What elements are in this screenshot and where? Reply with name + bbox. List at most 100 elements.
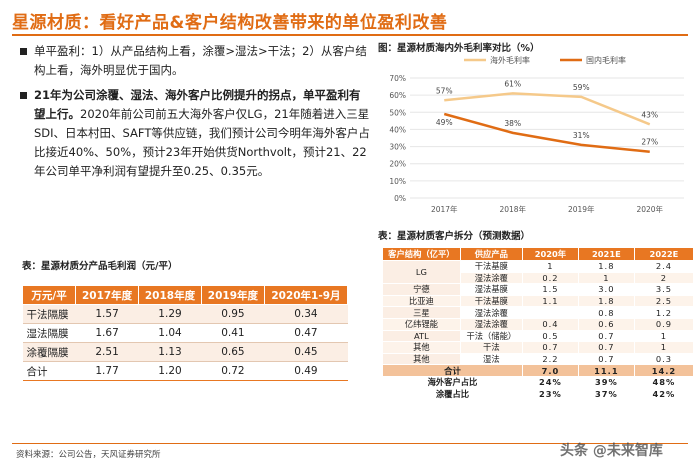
table-cell: 1.77 xyxy=(75,361,139,381)
value-cell: 48% xyxy=(633,375,695,389)
customer-cell: 其他 xyxy=(382,352,461,366)
bullet-list: 单平盈利：1）从产品结构上看，涂覆>湿法>干法；2）从客户结构上看，海外明显优于… xyxy=(20,42,370,187)
row-label: 合计 xyxy=(382,364,523,377)
watermark: 头条 @未来智库 xyxy=(560,443,663,459)
customer-cell: 三星 xyxy=(382,306,461,319)
x-tick-label: 2019年 xyxy=(568,204,595,214)
table-cell: 1.67 xyxy=(75,323,139,343)
value-cell: 7.0 xyxy=(521,364,579,377)
series-line-2 xyxy=(443,112,650,153)
table-cell: 1.13 xyxy=(138,342,202,362)
source-note: 资料来源：公司公告，天风证券研究所 xyxy=(16,450,161,460)
table-cell: 0.47 xyxy=(264,323,348,343)
customer-cell: 其他 xyxy=(382,341,461,354)
column-header: 2018年度 xyxy=(138,285,202,305)
table-cell: 0.95 xyxy=(201,304,265,324)
table-cell: 涂覆隔膜 xyxy=(22,342,76,362)
coating-share-row: 涂覆占比 23% 37% 42% xyxy=(382,387,695,401)
y-tick-label: 0% xyxy=(394,194,406,203)
product-cell: 湿法基膜 xyxy=(459,283,523,296)
legend-label: 国内毛利率 xyxy=(586,55,626,65)
product-cell: 干法 xyxy=(459,341,523,354)
table-cell: 合计 xyxy=(22,361,76,381)
bullet-2-text: 2020年前公司前五大海外客户仅LG，21年随着进入三星SDI、日本村田、SAF… xyxy=(34,107,370,178)
footer-divider xyxy=(12,443,688,444)
x-tick-label: 2018年 xyxy=(499,204,526,214)
table-row: 亿纬锂能 湿法涂覆 0.4 0.6 0.9 xyxy=(382,317,695,331)
column-header: 2022E xyxy=(633,247,695,261)
margin-table-caption: 表：星源材质分产品毛利润（元/平） xyxy=(22,261,178,272)
value-cell: 3.0 xyxy=(577,283,635,296)
value-cell: 0.4 xyxy=(521,317,579,331)
value-cell: 0.2 xyxy=(521,271,579,285)
table-cell: 0.49 xyxy=(264,361,348,381)
page-title: 星源材质：看好产品&客户结构改善带来的单位盈利改善 xyxy=(12,13,448,33)
legend-label: 海外毛利率 xyxy=(490,55,530,65)
y-tick-label: 60% xyxy=(389,91,406,100)
table-row: 三星 湿法涂覆 0.8 1.2 xyxy=(382,306,695,319)
table-cell: 1.20 xyxy=(138,361,202,381)
value-cell: 1.8 xyxy=(577,260,635,273)
value-cell: 0.7 xyxy=(521,341,579,354)
value-cell: 1 xyxy=(633,329,695,343)
y-tick-label: 40% xyxy=(389,125,406,134)
value-cell: 39% xyxy=(577,375,635,389)
value-cell: 23% xyxy=(521,387,579,401)
y-tick-label: 30% xyxy=(389,143,406,152)
product-cell: 湿法 xyxy=(459,352,523,366)
value-cell: 2.4 xyxy=(633,260,695,273)
table-cell: 干法隔膜 xyxy=(22,304,76,324)
chart-caption: 图：星源材质海内外毛利率对比（%） xyxy=(378,43,540,54)
value-cell: 1.1 xyxy=(521,294,579,308)
bullet-item-1: 单平盈利：1）从产品结构上看，涂覆>湿法>干法；2）从客户结构上看，海外明显优于… xyxy=(20,42,370,80)
y-tick-label: 70% xyxy=(389,74,406,83)
table-row: LG 干法基膜 1 1.8 2.4 xyxy=(382,259,695,285)
table-cell: 1.29 xyxy=(138,304,202,324)
table-cell: 0.65 xyxy=(201,342,265,362)
customer-cell: ATL xyxy=(382,329,461,343)
table-row: 比亚迪 干法基膜 1.1 1.8 2.5 xyxy=(382,294,695,308)
table-row: 宁德 湿法基膜 1.5 3.0 3.5 xyxy=(382,283,695,296)
split-table-caption: 表：星源材质客户拆分（预测数据） xyxy=(378,231,531,242)
table-cell: 0.45 xyxy=(264,342,348,362)
column-header: 2017年度 xyxy=(75,285,140,305)
data-label: 49% xyxy=(436,118,453,127)
title-divider xyxy=(12,34,688,36)
series-line-1 xyxy=(444,92,651,126)
value-cell: 2.5 xyxy=(633,294,695,308)
customer-split-table: 客户结构（亿平） 供应产品 2020年 2021E 2022E LG 干法基膜 1 1.8 2.4… xyxy=(382,247,695,401)
value-cell: 14.2 xyxy=(633,364,695,377)
value-cell: 1 xyxy=(633,341,695,354)
product-cell: 湿法涂覆 xyxy=(459,317,523,331)
table-cell: 1.57 xyxy=(75,304,139,324)
value-cell: 0.7 xyxy=(577,352,635,366)
y-tick-label: 10% xyxy=(389,177,406,186)
total-row: 合计 7.0 11.1 14.2 xyxy=(382,364,695,377)
column-header: 万元/平 xyxy=(21,285,77,305)
value-cell: 0.5 xyxy=(521,329,579,343)
overseas-share-row: 海外客户占比 24% 39% 48% xyxy=(382,375,695,389)
value-cell: 42% xyxy=(633,387,695,401)
column-header: 2020年 xyxy=(521,247,579,261)
table-row: 湿法隔膜 1.67 1.04 0.41 0.47 xyxy=(22,323,348,343)
table-row: 湿法涂覆 0.2 1 2 xyxy=(383,271,695,285)
product-cell: 湿法涂覆 xyxy=(459,306,523,319)
data-label: 59% xyxy=(573,83,590,92)
table-row: 其他 湿法 2.2 0.7 0.3 xyxy=(382,352,695,366)
margin-table: 万元/平 2017年度 2018年度 2019年度 2020年1-9月 干法隔膜 1.57 1… xyxy=(21,285,349,381)
value-cell: 3.5 xyxy=(633,283,695,296)
value-cell: 1.8 xyxy=(577,294,635,308)
data-label: 38% xyxy=(504,119,521,128)
bullet-1-text: 单平盈利：1）从产品结构上看，涂覆>湿法>干法；2）从客户结构上看，海外明显优于… xyxy=(34,44,367,77)
data-label: 43% xyxy=(641,110,658,119)
value-cell: 2.2 xyxy=(521,352,579,366)
value-cell: 1.5 xyxy=(521,283,579,296)
square-bullet-icon xyxy=(20,48,27,55)
table-cell: 2.51 xyxy=(75,342,139,362)
y-tick-label: 50% xyxy=(389,108,406,117)
value-cell: 37% xyxy=(577,387,635,401)
value-cell: 0.7 xyxy=(577,341,635,354)
value-cell xyxy=(521,306,579,319)
square-bullet-icon xyxy=(20,92,27,99)
value-cell: 2 xyxy=(633,271,695,285)
